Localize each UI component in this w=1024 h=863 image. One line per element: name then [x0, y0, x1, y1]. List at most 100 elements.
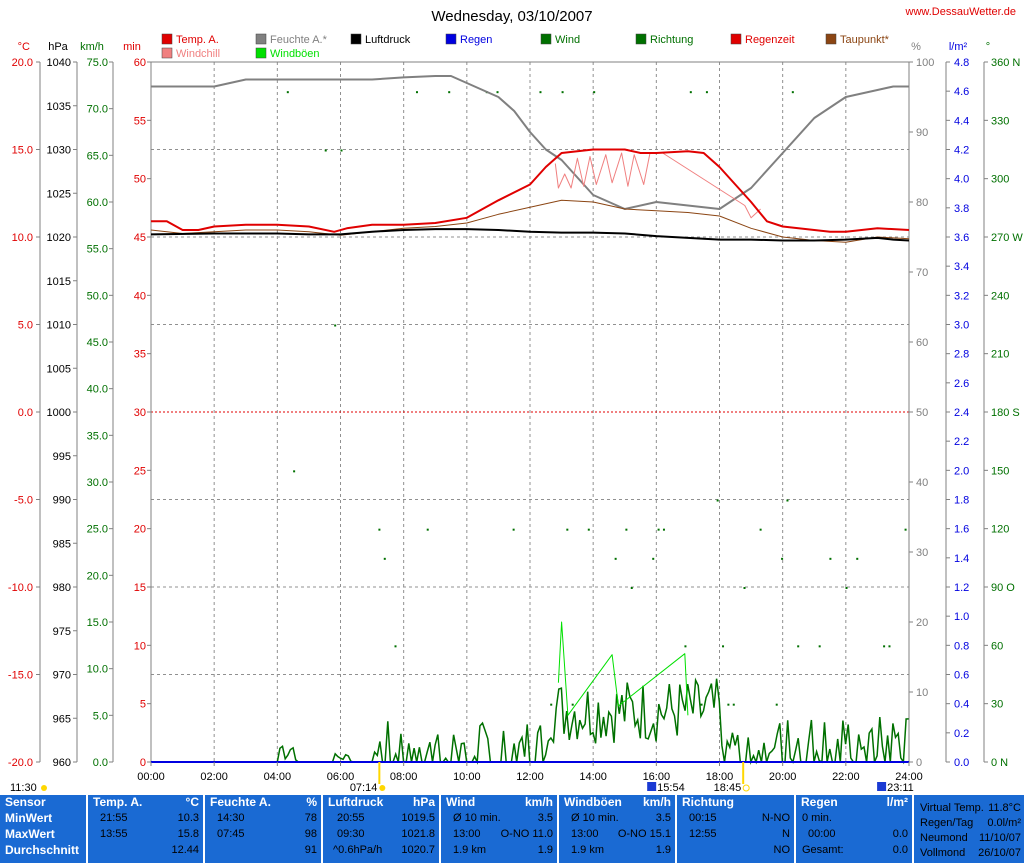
humidity-unit: %	[911, 41, 921, 53]
rain-tick: 1.4	[954, 553, 969, 565]
pressure-tick: 1010	[47, 320, 71, 332]
direction-tick: 360 N	[991, 57, 1020, 69]
virtual-temp-value: 11.8°C	[988, 802, 1021, 814]
direction-unit: °	[986, 41, 990, 53]
rain-tick: 4.2	[954, 145, 969, 157]
rain-tick: 0.0	[954, 757, 969, 769]
direction-dot	[791, 91, 794, 94]
legend-swatch	[540, 33, 552, 45]
site-link[interactable]: www.DessauWetter.de	[905, 6, 1016, 18]
direction-dot	[781, 557, 784, 560]
minutes-tick: 10	[134, 640, 146, 652]
direction-dot	[512, 528, 515, 531]
legend-label: Taupunkt*	[840, 34, 890, 46]
rain-tick: 3.2	[954, 290, 969, 302]
wind-tick: 55.0	[87, 244, 108, 256]
pressure-tick: 985	[53, 538, 71, 550]
gusts-header: Windböen	[564, 795, 622, 809]
direction-dot	[539, 91, 542, 94]
sensor-block: Sensor MinWert MaxWert Durchschnitt	[0, 795, 86, 863]
divider	[439, 795, 441, 863]
wind-max-value: O-NO 11.0	[500, 828, 553, 840]
direction-dot	[904, 528, 907, 531]
temp-max-time: 13:55	[100, 828, 128, 840]
divider	[86, 795, 88, 863]
direction-block: Richtung 00:15 N-NO 12:55 N NO	[677, 795, 794, 863]
humidity-unit: %	[306, 795, 317, 809]
direction-tick: 210	[991, 349, 1009, 361]
divider	[675, 795, 677, 863]
humidity-tick: 80	[916, 197, 928, 209]
gusts-avg-label: Ø 10 min.	[571, 812, 619, 824]
rain-tick: 0.8	[954, 640, 969, 652]
wind-tick: 25.0	[87, 524, 108, 536]
gusts-day-avg: 1.9	[655, 844, 671, 856]
pressure-tick: 1020	[47, 232, 71, 244]
rain-tick: 3.8	[954, 203, 969, 215]
legend-swatch	[255, 33, 267, 45]
rain-tick: 4.4	[954, 115, 969, 127]
grid	[151, 62, 909, 762]
direction-dot	[883, 645, 886, 648]
legend-swatch	[635, 33, 647, 45]
rain-tick: 2.0	[954, 465, 969, 477]
moon-icon	[647, 782, 657, 791]
rain-unit: l/m²	[949, 41, 968, 53]
sensor-header: Sensor	[5, 795, 46, 809]
pressure-min-value: 1019.5	[401, 812, 435, 824]
humidity-tick: 50	[916, 407, 928, 419]
minutes-tick: 55	[134, 115, 146, 127]
direction-tick: 180 S	[991, 407, 1020, 419]
new-moon-label: Neumond	[920, 832, 968, 844]
time-tick-label: 16:00	[643, 771, 671, 783]
minutes-tick: 60	[134, 57, 146, 69]
pressure-tick: 995	[53, 451, 71, 463]
time-tick-label: 14:00	[579, 771, 607, 783]
x-axis: 00:00 02:00 04:00 06:00 08:00 10:00 12:00 14:00…	[137, 762, 923, 783]
temp-min-value: 10.3	[177, 812, 199, 824]
direction-tick: 120	[991, 524, 1009, 536]
direction-header: Richtung	[682, 795, 734, 809]
legend-swatch	[730, 33, 742, 45]
humidity-min-value: 78	[304, 812, 317, 824]
direction-dot	[550, 703, 553, 706]
direction-dot	[856, 557, 859, 560]
rain-tick: 1.2	[954, 582, 969, 594]
direction-dot	[593, 91, 596, 94]
direction-avg-value: NO	[773, 844, 791, 856]
direction-dot	[566, 528, 569, 531]
direction-dot	[448, 91, 451, 94]
temp-unit: °C	[18, 41, 30, 53]
humidity-tick: 70	[916, 267, 928, 279]
wind-tick: 40.0	[87, 384, 108, 396]
direction-dot	[786, 499, 789, 502]
direction-max-time: 12:55	[689, 828, 717, 840]
legend-swatch	[445, 33, 457, 45]
direction-tick: 30	[991, 699, 1003, 711]
legend-label: Richtung	[650, 34, 693, 46]
rain-tick: 1.0	[954, 611, 969, 623]
rain-tick: 2.6	[954, 378, 969, 390]
pressure-tick: 990	[53, 495, 71, 507]
rain-duration: 0 min.	[802, 812, 832, 824]
wind-tick: 45.0	[87, 337, 108, 349]
temp-tick: 0.0	[18, 407, 33, 419]
direction-dot	[630, 587, 633, 589]
direction-dot	[662, 528, 665, 531]
avg-label: Durchschnitt	[5, 843, 80, 857]
time-tick-label: 24:00	[895, 771, 923, 783]
moon-icon	[877, 782, 887, 791]
pressure-tick: 1030	[47, 145, 71, 157]
direction-dot	[286, 91, 289, 94]
time-tick-label: 10:00	[453, 771, 481, 783]
humidity-tick: 40	[916, 477, 928, 489]
divider	[912, 795, 914, 863]
wind-avg-value: 3.5	[537, 812, 553, 824]
wind-tick: 75.0	[87, 57, 108, 69]
direction-dot	[797, 645, 800, 648]
pressure-unit: hPa	[412, 795, 435, 809]
legend-label: Luftdruck	[365, 34, 411, 46]
direction-dot	[727, 703, 730, 706]
sunrise-icon	[379, 785, 386, 791]
wind-max-time: 13:00	[453, 828, 481, 840]
